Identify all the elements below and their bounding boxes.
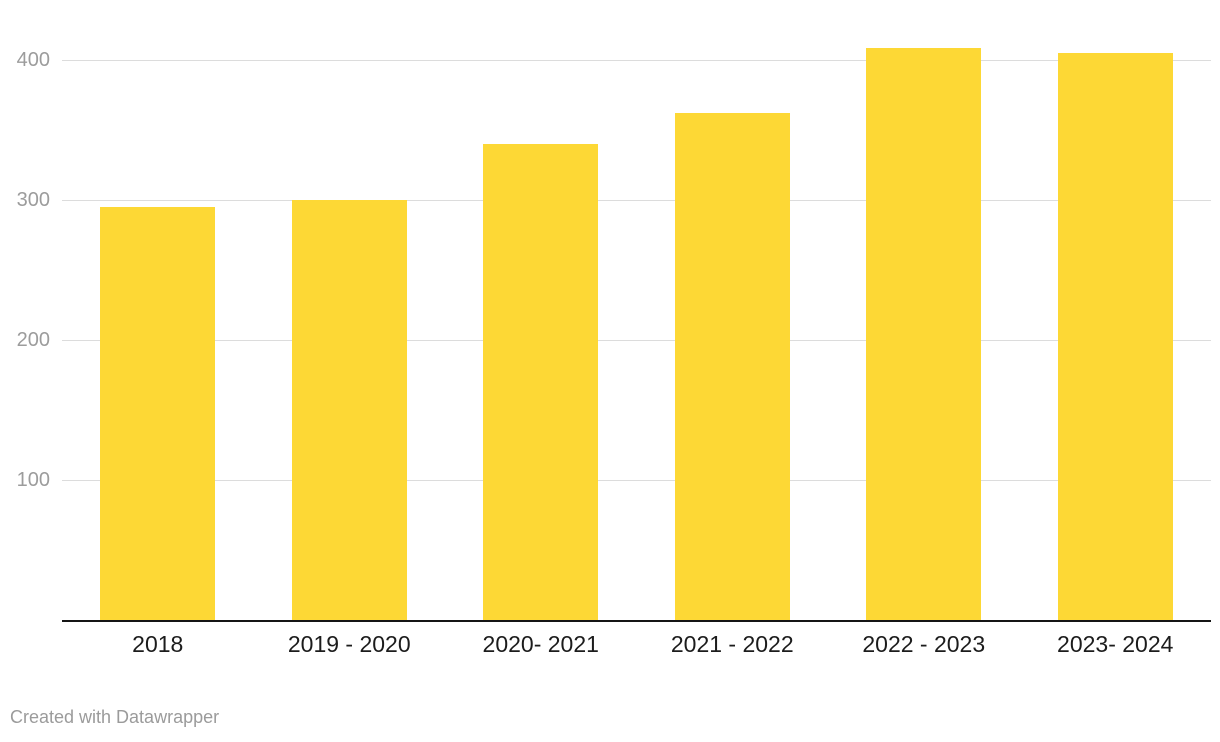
x-label-2023- 2024: 2023- 2024 [1057,631,1174,657]
y-tick-label-400: 400 [16,49,50,72]
plot-area: 100 200 300 400 [17,14,1212,620]
datawrapper-credit: Created with Datawrapper [10,707,220,727]
x-label-2018: 2018 [132,631,184,657]
y-tick-label-300: 300 [16,189,50,212]
bar-slot-2021 - 2022 [637,14,829,620]
x-label-2020- 2021: 2020- 2021 [482,631,599,657]
gridline-100 [62,480,1211,482]
gridline-300 [62,200,1211,202]
bar-2023- 2024 [1057,53,1173,620]
x-axis-labels: 2018 2019 - 2020 2020- 2021 2021 - 2022 2022… [62,631,1211,659]
bar-slot-2019 - 2020 [254,14,446,620]
gridline-400 [62,60,1211,62]
bar-2018 [100,207,216,620]
x-axis-line [62,620,1211,622]
y-tick-label-100: 100 [16,469,50,492]
bar-slot-2020- 2021 [445,14,637,620]
x-label-2019 - 2020: 2019 - 2020 [287,631,411,657]
bar-slot-2018 [62,14,254,620]
bar-slot-2023- 2024 [1020,14,1212,620]
bar-2019 - 2020 [291,200,407,620]
bar-2021 - 2022 [674,113,790,620]
y-tick-label-200: 200 [16,329,50,352]
x-label-2022 - 2023: 2022 - 2023 [862,631,986,657]
x-label-2021 - 2022: 2021 - 2022 [670,631,794,657]
bar-2022 - 2023 [866,47,982,620]
bar-2020- 2021 [483,144,599,620]
bar-slot-2022 - 2023 [828,14,1020,620]
gridline-200 [62,340,1211,342]
